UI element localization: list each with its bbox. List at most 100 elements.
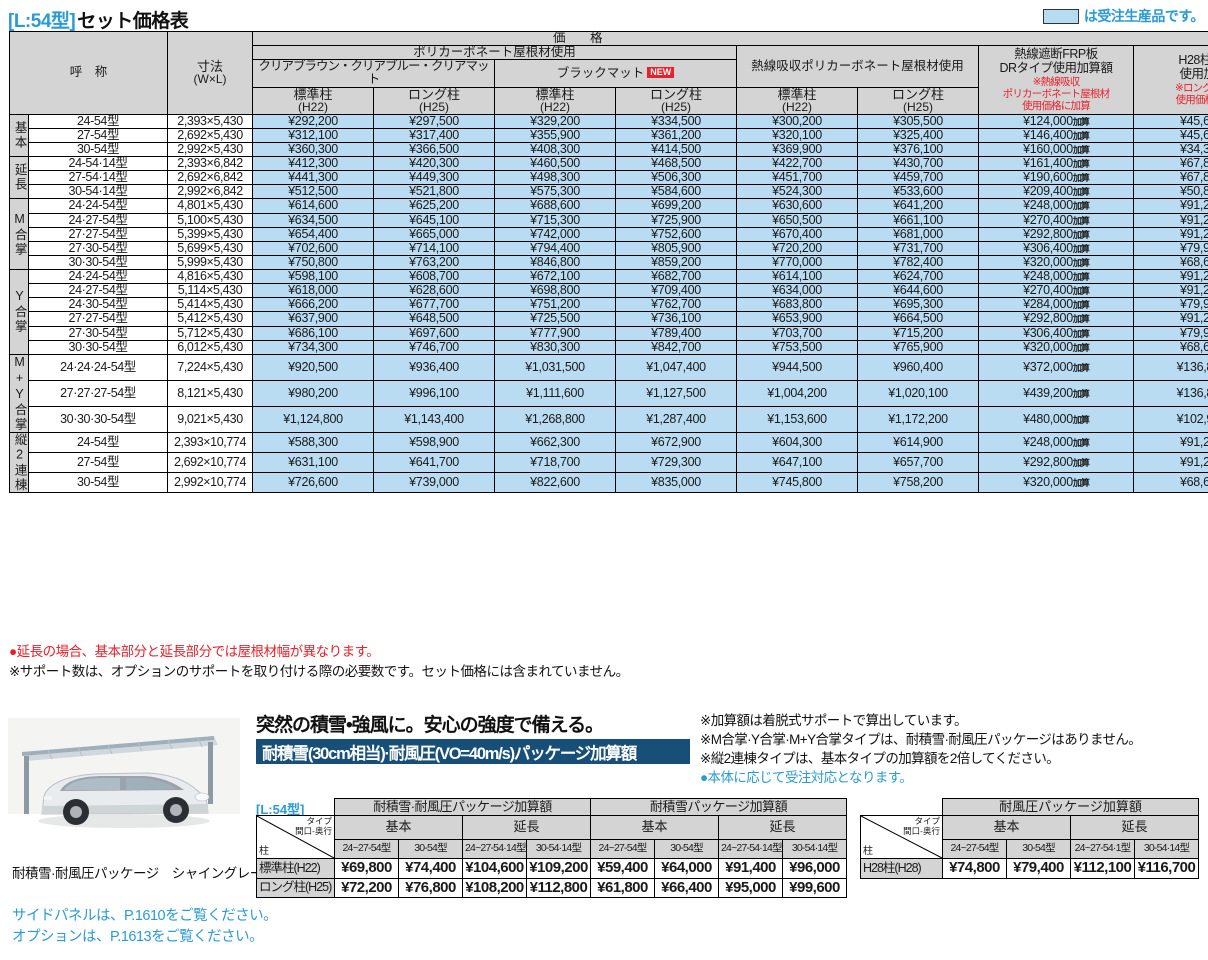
cell-price-frp: ¥320,000加算 (978, 254, 1135, 271)
cell-price-h28: ¥91,220加算 (1133, 269, 1208, 285)
cell-price-1: ¥714,100 (373, 240, 496, 256)
bottom-left-size-header-6: 24~27-54·14型 (718, 838, 784, 860)
cell-price-1: ¥763,200 (373, 254, 496, 271)
section-headline: 突然の積雪•強風に。安心の強度で備える。 (256, 715, 604, 736)
cell-price-frp: ¥248,000加算 (978, 431, 1135, 454)
column-label-row: 標準柱 (H22) ロング柱 (H25) 標準柱 (H22) ロング柱 (H25) 標準柱 (H2… (10, 86, 1208, 115)
cell-price-5: ¥765,900 (857, 339, 980, 355)
lower-note-1: ※加算額は着脱式サポートで算出しています。 (700, 713, 968, 728)
table-row: 延長 24-54·14型 2,393×6,842 ¥412,300 ¥420,300 ¥4… (9, 156, 1208, 200)
header-poly-black-label: ブラックマット (556, 65, 645, 80)
cell-price-5: ¥644,600 (857, 283, 980, 299)
new-badge: NEW (647, 66, 675, 79)
cell-price-1: ¥665,000 (373, 226, 496, 242)
cell-price-3: ¥1,127,500 (615, 379, 738, 407)
page-title: [L:54型] セット価格表 (8, 6, 1200, 32)
cell-price-h28: ¥91,220加算 (1133, 431, 1208, 454)
page-link-options[interactable]: オプションは、P.1613をご覧ください。 (12, 929, 264, 946)
cell-dimensions: 2,393×5,430 (167, 113, 254, 129)
cell-price-h28: ¥91,220加算 (1133, 226, 1208, 242)
cell-price-3: ¥725,900 (615, 212, 738, 228)
cell-price-0: ¥412,300 (252, 156, 375, 172)
table-row: 27·27-54型 5,399×5,430 ¥654,400 ¥665,000 ¥742… (10, 226, 1208, 242)
cell-price-3: ¥752,600 (615, 226, 738, 242)
header-h28-line2: 使用加算額 (1179, 66, 1208, 81)
cell-price-0: ¥618,000 (252, 283, 375, 299)
cell-model-name: 24·24-54型 (27, 269, 169, 285)
main-notes: ●延長の場合、基本部分と延長部分では屋根材幅が異なります。 ※サポート数は、オプ… (9, 642, 1199, 681)
cell-price-3: ¥729,300 (615, 452, 738, 474)
cell-model-name: 24·24-54型 (27, 198, 169, 214)
cell-price-2: ¥688,600 (494, 198, 617, 214)
table-row: 24·27-54型 5,100×5,430 ¥634,500 ¥645,100 ¥715… (10, 212, 1208, 228)
cell-price-0: ¥666,200 (252, 297, 375, 313)
header-frp-note1: ※熱線吸収 (1032, 75, 1081, 88)
bottom-right-group-header: 耐風圧パッケージ加算額 (942, 797, 1199, 817)
cell-price-3: ¥682,700 (615, 269, 738, 285)
cell-price-4: ¥683,800 (736, 297, 859, 313)
page-link-side-panel[interactable]: サイドパネルは、P.1610をご覧ください。 (12, 908, 278, 924)
bottom-left-size-header-4: 24~27-54型 (590, 838, 656, 860)
cell-model-name: 27-54型 (27, 452, 169, 474)
cell-price-3: ¥414,500 (615, 141, 738, 158)
bottom-left-row-label-0: 標準柱(H22) (256, 858, 335, 879)
cell-dimensions: 5,999×5,430 (167, 254, 254, 271)
cell-price-4: ¥703,700 (736, 325, 859, 341)
bottom-left-price-0: ¥69,800 (334, 858, 399, 879)
row-category-縦2連棟: 縦2連棟 (9, 431, 29, 494)
cell-price-0: ¥637,900 (252, 311, 375, 327)
cell-price-5: ¥731,700 (857, 240, 980, 256)
cell-price-0: ¥512,500 (252, 184, 375, 200)
bottom-left-price-7: ¥99,600 (782, 877, 848, 899)
table-row: 30·30·30-54型 9,021×5,430 ¥1,124,800 ¥1,143,… (10, 405, 1208, 433)
cell-price-1: ¥936,400 (373, 353, 496, 381)
cell-price-2: ¥1,268,800 (494, 405, 617, 433)
cell-price-0: ¥598,100 (252, 269, 375, 285)
bottom-left-size-header-5: 30-54型 (654, 838, 720, 860)
cell-price-1: ¥739,000 (373, 472, 496, 494)
table-corner-header: タイプ 間口-奥行柱 (256, 815, 335, 860)
lower-note-3: ※縦2連棟タイプは、基本タイプの加算額を2倍してください。 (700, 751, 1060, 767)
cell-price-1: ¥598,900 (373, 431, 496, 454)
bottom-right-price-2: ¥112,100 (1070, 858, 1135, 879)
cell-price-h28: ¥79,920加算 (1133, 325, 1208, 341)
cell-model-name: 30-54型 (27, 472, 169, 494)
cell-dimensions: 9,021×5,430 (167, 405, 254, 433)
cell-price-4: ¥720,200 (736, 240, 859, 256)
cell-price-1: ¥625,200 (373, 198, 496, 214)
cell-price-0: ¥631,100 (252, 452, 375, 474)
cell-price-3: ¥842,700 (615, 339, 738, 355)
row-category-Y合掌: Y合掌 (9, 269, 29, 355)
cell-price-5: ¥376,100 (857, 141, 980, 158)
bottom-left-price-1: ¥76,800 (398, 877, 463, 899)
bottom-left-price-6: ¥95,000 (718, 877, 784, 899)
cell-price-0: ¥312,100 (252, 127, 375, 143)
cell-price-2: ¥830,300 (494, 339, 617, 355)
cell-price-3: ¥506,300 (615, 170, 738, 186)
header-poly-clear: クリアブラウン・クリアブルー・クリアマット (252, 59, 496, 88)
table-row: 基本 24-54型 2,393×5,430 ¥292,200 ¥297,500 ¥329,… (9, 113, 1208, 158)
cell-price-3: ¥1,287,400 (615, 405, 738, 433)
cell-price-2: ¥355,900 (494, 127, 617, 143)
cell-price-2: ¥662,300 (494, 431, 617, 454)
cell-price-2: ¥742,000 (494, 226, 617, 242)
bottom-left-sub-header-0: 基本 (334, 815, 463, 840)
table-row: 30-54型 2,992×10,774 ¥726,600 ¥739,000 ¥822,6… (10, 472, 1208, 494)
table-corner-header: タイプ 間口-奥行柱 (860, 815, 943, 860)
cell-price-4: ¥524,300 (736, 184, 859, 200)
cell-price-h28: ¥79,920加算 (1133, 240, 1208, 256)
cell-price-h28: ¥67,810加算 (1133, 170, 1208, 186)
bottom-right-price-3: ¥116,700 (1134, 858, 1199, 879)
bottom-left-model-label: [L:54型] (256, 802, 305, 817)
cell-price-3: ¥789,400 (615, 325, 738, 341)
cell-price-5: ¥758,200 (857, 472, 980, 494)
cell-price-3: ¥699,200 (615, 198, 738, 214)
legend: は受注生産品です。 (1042, 6, 1205, 26)
header-frp-line1: 熱線遮断FRP板 (1014, 47, 1098, 62)
table-row: 30·30-54型 6,012×5,430 ¥734,300 ¥746,700 ¥830… (10, 339, 1208, 355)
page-title-model: [L:54型] (8, 11, 76, 32)
header-h28: H28柱(H28) 使用加算額 ※ロング柱(H25) 使用価格に加算 (1133, 45, 1208, 115)
cell-dimensions: 2,992×5,430 (167, 141, 254, 158)
cell-price-4: ¥1,153,600 (736, 405, 859, 433)
cell-dimensions: 5,412×5,430 (167, 311, 254, 327)
